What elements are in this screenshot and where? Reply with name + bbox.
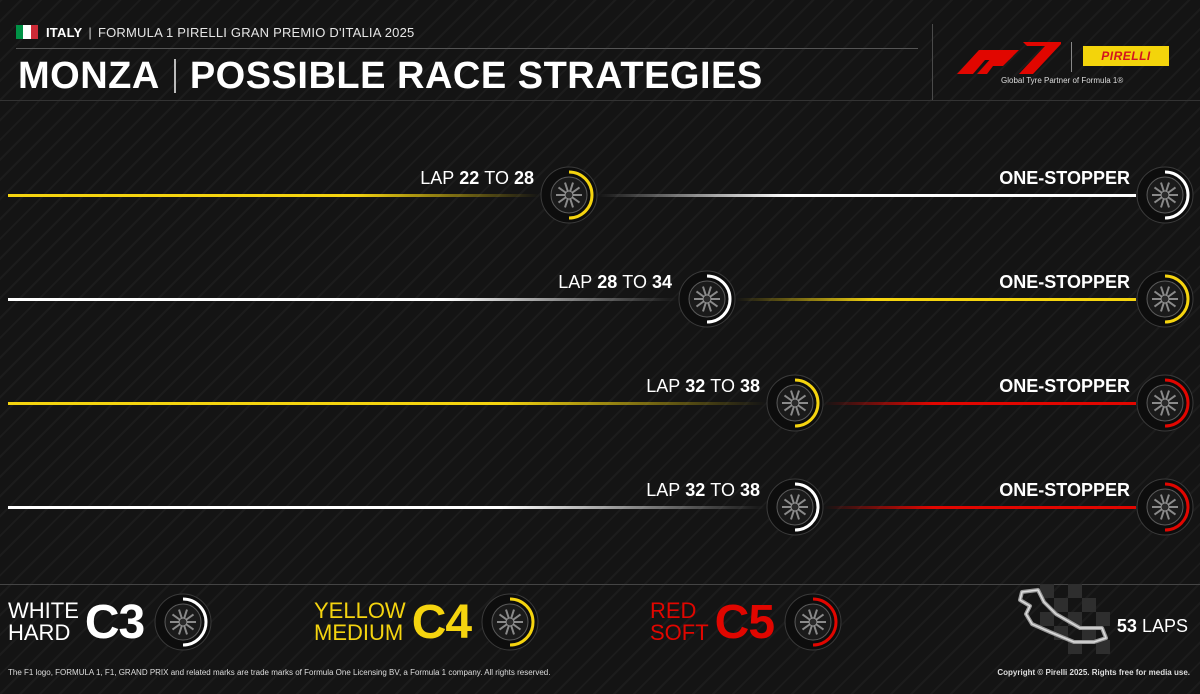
event-name: FORMULA 1 PIRELLI GRAN PREMIO D'ITALIA 2…: [97, 24, 415, 40]
first-compound-tyre-icon: [766, 374, 824, 432]
hard-tyre-icon: [154, 593, 212, 651]
checkered-flag-track-map-icon: [1018, 584, 1110, 654]
lap-word: LAP: [646, 480, 681, 500]
second-compound-tyre-icon: [1136, 166, 1194, 224]
laps-number: 53: [1116, 616, 1137, 636]
logo-divider: [1071, 42, 1072, 72]
legend-soft: RED SOFT C5: [650, 593, 842, 651]
legend-hard: WHITE HARD C3: [8, 593, 212, 651]
strategy-type: ONE-STOPPER: [999, 480, 1130, 500]
second-compound-tyre-icon: [1136, 478, 1194, 536]
lap-to-word: TO: [710, 480, 735, 500]
lap-from: 22: [459, 168, 480, 188]
lap-to: 34: [651, 272, 672, 292]
strategy-type: ONE-STOPPER: [999, 272, 1130, 292]
pit-window-label: LAP 32 TO 38: [646, 376, 760, 397]
pit-window-label: LAP 28 TO 34: [558, 272, 672, 293]
lap-to-word: TO: [484, 168, 509, 188]
header-bottom-rule: [0, 100, 1200, 101]
lap-to: 28: [513, 168, 534, 188]
legend-text: YELLOW MEDIUM: [314, 600, 406, 644]
pit-window-label: LAP 32 TO 38: [646, 480, 760, 501]
legend-hardness: HARD: [8, 620, 71, 645]
legend-text: RED SOFT: [650, 600, 709, 644]
second-compound-tyre-icon: [1136, 374, 1194, 432]
title-subject: POSSIBLE RACE STRATEGIES: [189, 54, 763, 97]
lap-from: 32: [685, 480, 706, 500]
lap-from: 28: [597, 272, 618, 292]
italy-flag-icon: [16, 25, 38, 39]
second-stint-line: [824, 506, 1136, 509]
strategy-type: ONE-STOPPER: [999, 168, 1130, 188]
second-compound-tyre-icon: [1136, 270, 1194, 328]
flag-stripe-red: [30, 25, 38, 39]
legend-compound-code: C3: [84, 595, 145, 649]
first-compound-tyre-icon: [540, 166, 598, 224]
lap-word: LAP: [646, 376, 681, 396]
lap-to-word: TO: [710, 376, 735, 396]
country-label: ITALY: [46, 24, 83, 40]
strategy-row: LAP 28 TO 34 ONE-STOPPER: [0, 254, 1200, 334]
legend-medium: YELLOW MEDIUM C4: [314, 593, 539, 651]
second-stint-line: [824, 402, 1136, 405]
soft-tyre-icon: [784, 593, 842, 651]
copyright-notice: Copyright © Pirelli 2025. Rights free fo…: [997, 668, 1190, 677]
title-divider: [173, 59, 176, 93]
first-stint-line: [8, 402, 766, 405]
legend-compound-code: C4: [411, 595, 472, 649]
lap-word: LAP: [558, 272, 593, 292]
lap-word: LAP: [420, 168, 455, 188]
title-circuit: MONZA: [18, 54, 160, 97]
lap-to: 38: [739, 480, 760, 500]
flag-stripe-green: [16, 25, 24, 39]
strategy-row: LAP 22 TO 28 ONE-STOPPER: [0, 150, 1200, 230]
strategy-row: LAP 32 TO 38 ONE-STOPPER: [0, 358, 1200, 438]
page-title: MONZA POSSIBLE RACE STRATEGIES: [18, 54, 763, 97]
first-stint-line: [8, 194, 540, 197]
first-stint-line: [8, 506, 766, 509]
trademark-notice: The F1 logo, FORMULA 1, F1, GRAND PRIX a…: [8, 668, 551, 677]
first-compound-tyre-icon: [766, 478, 824, 536]
second-stint-line: [736, 298, 1136, 301]
legend-compound-code: C5: [714, 595, 775, 649]
legend-color-name: WHITE: [8, 598, 79, 623]
legend-color-name: RED: [650, 598, 697, 623]
legend-hardness: SOFT: [650, 620, 709, 645]
legend-hardness: MEDIUM: [314, 620, 404, 645]
header-rule: [16, 48, 918, 49]
medium-tyre-icon: [481, 593, 539, 651]
partner-tagline: Global Tyre Partner of Formula 1®: [1001, 76, 1124, 85]
first-compound-tyre-icon: [678, 270, 736, 328]
event-header: ITALY | FORMULA 1 PIRELLI GRAN PREMIO D'…: [16, 22, 414, 42]
laps-word: LAPS: [1141, 616, 1188, 636]
lap-from: 32: [685, 376, 706, 396]
strategy-row: LAP 32 TO 38 ONE-STOPPER: [0, 462, 1200, 542]
second-stint-line: [598, 194, 1136, 197]
total-laps-label: 53 LAPS: [1117, 616, 1188, 637]
pirelli-logo: PIRELLI: [1083, 46, 1169, 66]
partner-logo-area: PIRELLI Global Tyre Partner of Formula 1…: [932, 24, 1200, 100]
first-stint-line: [8, 298, 678, 301]
race-distance: 53 LAPS: [1010, 584, 1200, 664]
strategy-type: ONE-STOPPER: [999, 376, 1130, 396]
flag-stripe-white: [23, 25, 31, 39]
legend-color-name: YELLOW: [314, 598, 406, 623]
legend-rule: [0, 584, 1200, 585]
lap-to: 38: [739, 376, 760, 396]
header-separator: |: [88, 24, 92, 40]
legend-text: WHITE HARD: [8, 600, 79, 644]
lap-to-word: TO: [622, 272, 647, 292]
pit-window-label: LAP 22 TO 28: [420, 168, 534, 189]
f1-logo-icon: [957, 42, 1061, 74]
